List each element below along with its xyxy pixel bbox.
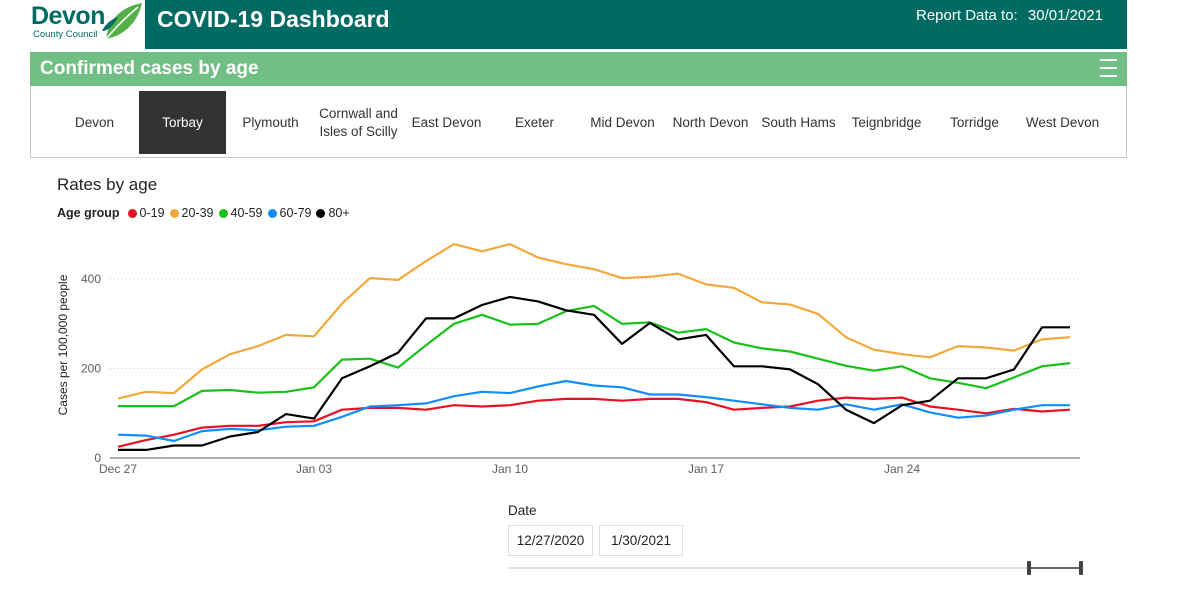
menu-icon[interactable] <box>1100 59 1117 79</box>
tab-south-hams[interactable]: South Hams <box>761 114 836 130</box>
page-title: COVID-19 Dashboard <box>157 6 390 32</box>
report-date-value: 30/01/2021 <box>1027 7 1103 24</box>
logo-subtitle: County Council <box>33 29 98 40</box>
tab-devon[interactable]: Devon <box>74 114 115 130</box>
tab-torridge[interactable]: Torridge <box>950 114 999 130</box>
tab-north-devon[interactable]: North Devon <box>672 114 749 130</box>
tab-east-devon[interactable]: East Devon <box>411 114 482 130</box>
tab-torbay[interactable]: Torbay <box>139 91 226 154</box>
y-tick-label: 400 <box>81 272 101 286</box>
series-line-60-79 <box>117 379 1070 443</box>
x-tick-label: Jan 10 <box>492 462 528 476</box>
x-tick-label: Jan 17 <box>688 462 724 476</box>
legend-item-40-59[interactable]: 40-59 <box>218 206 263 220</box>
legend-item-60-79[interactable]: 60-79 <box>267 206 311 220</box>
report-label: Report Data to: <box>916 7 1018 24</box>
start-date-input[interactable]: 12/27/2020 <box>508 525 593 556</box>
line-chart: 0 200 400 Cases per 100,000 people Dec 27 Jan… <box>56 243 1080 476</box>
x-tick-label: Dec 27 <box>99 462 137 476</box>
chart-title: Rates by age <box>57 175 158 194</box>
date-slider-track[interactable] <box>508 567 1082 569</box>
y-tick-label: 0 <box>94 451 101 465</box>
dashboard-header: Devon County Council COVID-19 Dashboard … <box>0 0 1127 49</box>
report-date: Report Data to: 30/01/2021 <box>916 7 1103 24</box>
legend-title: Age group <box>57 206 120 220</box>
section-bar: Confirmed cases by age <box>30 52 1127 86</box>
logo-name: Devon <box>31 2 105 30</box>
x-tick-label: Jan 03 <box>296 462 332 476</box>
date-slider-end-handle[interactable] <box>1079 561 1083 575</box>
y-tick-label: 200 <box>81 362 101 376</box>
tab-cornwall[interactable]: Cornwall and Isles of Scilly <box>319 105 398 139</box>
series-line-20-39 <box>117 243 1071 400</box>
series-line-0-19 <box>117 396 1071 448</box>
x-tick-label: Jan 24 <box>884 462 920 476</box>
logo: Devon County Council <box>0 0 145 49</box>
area-tabs: Devon Torbay Plymouth Cornwall and Isles… <box>30 86 1127 158</box>
tab-exeter[interactable]: Exeter <box>514 114 555 130</box>
series-line-40-59 <box>118 304 1071 408</box>
y-axis-label: Cases per 100,000 people <box>56 274 70 415</box>
tab-plymouth[interactable]: Plymouth <box>242 114 299 130</box>
legend-item-0-19[interactable]: 0-19 <box>127 206 165 220</box>
tab-mid-devon[interactable]: Mid Devon <box>590 114 655 130</box>
tab-teignbridge[interactable]: Teignbridge <box>851 114 922 130</box>
series-line-80+ <box>118 295 1070 451</box>
date-slider-range <box>1029 567 1081 569</box>
date-filter-label: Date <box>508 503 537 518</box>
end-date-input[interactable]: 1/30/2021 <box>599 525 683 556</box>
tab-west-devon[interactable]: West Devon <box>1025 114 1100 130</box>
chart-legend: Age group 0-19 20-39 40-59 60-79 80+ <box>57 206 355 220</box>
legend-item-80-plus[interactable]: 80+ <box>316 206 350 220</box>
legend-item-20-39[interactable]: 20-39 <box>169 206 214 220</box>
leaf-icon <box>102 3 142 40</box>
date-slider-start-handle[interactable] <box>1027 561 1031 575</box>
section-title: Confirmed cases by age <box>40 58 259 79</box>
